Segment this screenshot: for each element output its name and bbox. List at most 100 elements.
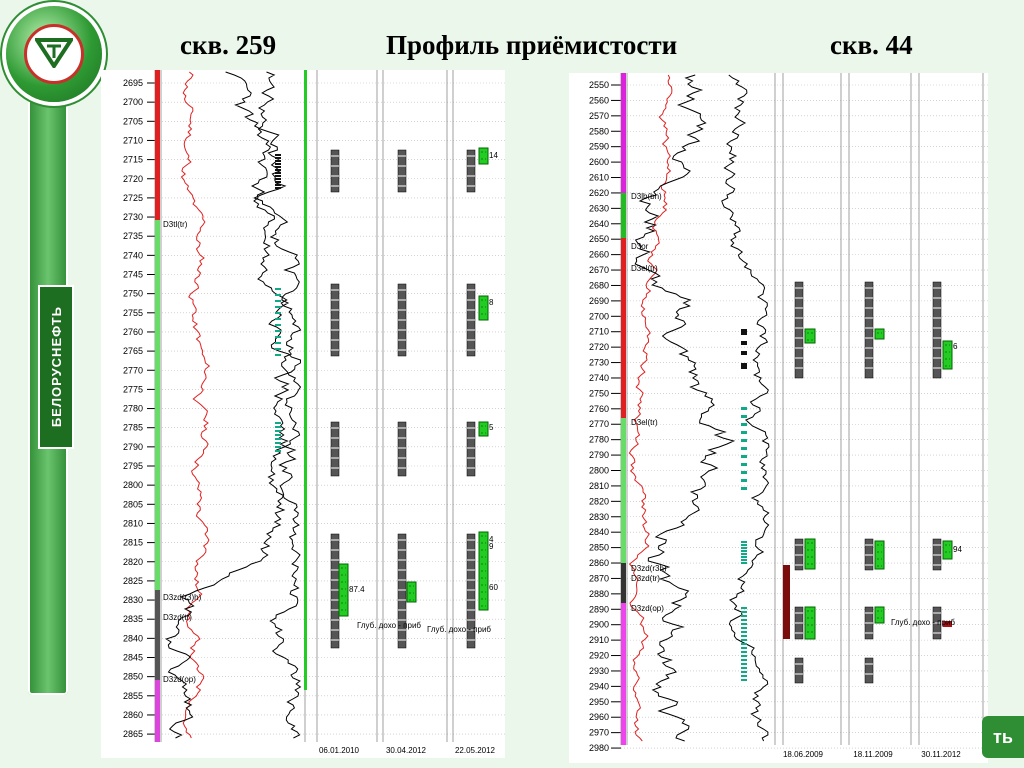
perforation-mark <box>275 430 281 432</box>
depth-label: 2810 <box>123 518 143 528</box>
depth-label: 2760 <box>123 327 143 337</box>
perforation-mark <box>741 623 747 625</box>
depth-label: 2550 <box>589 80 609 90</box>
perforation-mark <box>741 541 747 543</box>
perforation-mark <box>275 342 281 344</box>
depth-label: 2800 <box>123 480 143 490</box>
uptake-bar <box>804 328 816 344</box>
perforation-mark <box>741 351 747 355</box>
depth-label: 2680 <box>589 280 609 290</box>
perforation-mark <box>741 487 747 490</box>
uptake-bar <box>874 540 885 570</box>
depth-note-label: Глуб. дохо - приб <box>891 618 955 627</box>
depth-label: 2980 <box>589 743 609 753</box>
logo-inner-circle <box>24 24 84 84</box>
depth-label: 2830 <box>123 595 143 605</box>
depth-note-label: Глуб. дохо - приб <box>357 621 421 630</box>
depth-label: 2795 <box>123 461 143 471</box>
depth-label: 2950 <box>589 697 609 707</box>
depth-label: 2840 <box>123 633 143 643</box>
perforation-mark <box>741 607 747 609</box>
depth-label: 2690 <box>589 296 609 306</box>
uptake-bar <box>338 563 349 617</box>
depth-label: 2900 <box>589 620 609 630</box>
depth-label: 2910 <box>589 635 609 645</box>
interval-ladder <box>932 281 942 379</box>
formation-bar-green <box>621 193 626 238</box>
perforation-mark <box>275 438 281 440</box>
formation-label: D3or <box>631 242 649 251</box>
date-label: 06.01.2010 <box>319 746 360 755</box>
perforation-mark <box>741 663 747 665</box>
depth-label: 2600 <box>589 157 609 167</box>
depth-label: 2865 <box>123 729 143 739</box>
depth-label: 2870 <box>589 573 609 583</box>
depth-label: 2930 <box>589 666 609 676</box>
depth-label: 2820 <box>589 496 609 506</box>
perforation-mark <box>275 169 281 171</box>
depth-label: 2580 <box>589 126 609 136</box>
right-log-panel: 2550 2560 2570 2580 2590 2600 2610 2620 2630 2640… <box>569 73 988 763</box>
black-log-curve-1 <box>634 74 736 742</box>
uptake-bar <box>478 421 489 437</box>
brand-text: БЕЛОРУСНЕФТЬ <box>48 306 64 428</box>
perforation-mark <box>275 181 281 183</box>
injection-interval-bar <box>783 565 790 639</box>
left-log-panel: 2695 2700 2705 2710 2715 2720 2725 2730 2735 2740… <box>101 70 505 758</box>
uptake-bar <box>478 295 489 321</box>
black-log-curve-2 <box>721 74 770 742</box>
depth-label: 2725 <box>123 193 143 203</box>
formation-label: D3zd(tr) <box>631 574 660 583</box>
formation-label: D3zd(op) <box>631 604 664 613</box>
perforation-mark <box>741 544 747 546</box>
perforation-mark <box>741 675 747 677</box>
uptake-value-label: 14 <box>489 151 498 160</box>
formation-bar-red <box>155 70 160 220</box>
black-log-curve-2 <box>250 71 302 739</box>
red-log-curve <box>180 71 211 739</box>
uptake-value-label: 94 <box>953 545 962 554</box>
left-well-title: скв. 259 <box>180 30 277 60</box>
date-label: 30.11.2012 <box>921 750 961 759</box>
depth-label: 2560 <box>589 95 609 105</box>
perforation-mark <box>741 631 747 633</box>
uptake-marker-line <box>304 70 307 690</box>
left-log-svg: 2695 2700 2705 2710 2715 2720 2725 2730 2735 2740… <box>123 70 505 755</box>
interval-ladder <box>330 533 340 649</box>
depth-label: 2570 <box>589 111 609 121</box>
formation-label: D3zd(r3h) <box>631 564 667 573</box>
date-label: 18.11.2009 <box>853 750 893 759</box>
perforation-mark <box>741 431 747 434</box>
perforation-mark <box>741 550 747 552</box>
uptake-value-label: 4 <box>489 535 494 544</box>
depth-label: 2810 <box>589 481 609 491</box>
depth-label: 2850 <box>589 543 609 553</box>
right-log-svg: 2550 2560 2570 2580 2590 2600 2610 2620 2630 2640… <box>589 73 988 759</box>
depth-label: 2940 <box>589 681 609 691</box>
perforation-mark <box>275 187 281 189</box>
uptake-value-label: 5 <box>489 423 494 432</box>
interval-ladder <box>397 533 407 649</box>
perforation-mark <box>275 434 281 436</box>
perforation-mark <box>275 318 281 320</box>
depth-label: 2730 <box>589 358 609 368</box>
depth-label: 2770 <box>589 419 609 429</box>
perforation-mark <box>741 363 747 369</box>
perforation-mark <box>741 447 747 450</box>
formation-label: D3el(tr) <box>631 264 658 273</box>
date-label: 22.05.2012 <box>455 746 496 755</box>
interval-ladder <box>794 657 804 684</box>
interval-ladder <box>466 149 476 193</box>
interval-ladder <box>330 421 340 477</box>
perforation-mark <box>741 423 747 426</box>
formation-bar-magenta <box>621 73 626 193</box>
perforation-mark <box>741 547 747 549</box>
depth-label: 2850 <box>123 672 143 682</box>
depth-label: 2840 <box>589 527 609 537</box>
depth-label: 2590 <box>589 142 609 152</box>
depth-label: 2765 <box>123 346 143 356</box>
depth-label: 2740 <box>123 250 143 260</box>
depth-label: 2610 <box>589 173 609 183</box>
depth-label: 2755 <box>123 308 143 318</box>
depth-label: 2855 <box>123 691 143 701</box>
